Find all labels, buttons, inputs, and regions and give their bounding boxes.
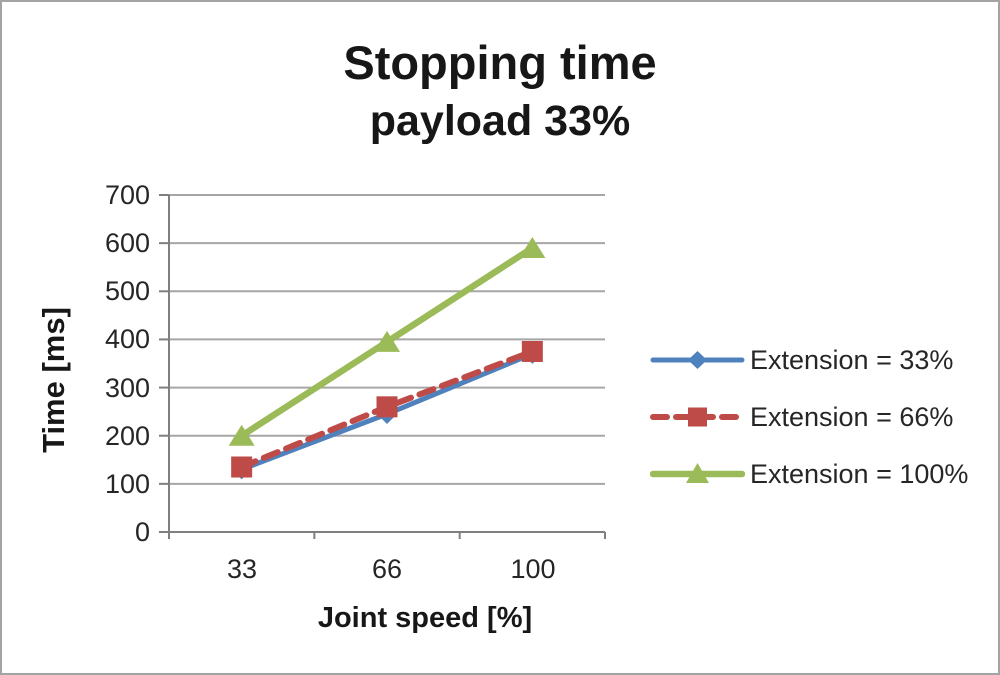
x-tick-label: 66 xyxy=(371,554,403,584)
chart-title: Stopping time xyxy=(343,36,657,89)
x-tick-label: 33 xyxy=(226,554,258,584)
legend-item: Extension = 66% xyxy=(650,400,968,434)
triangle-marker-icon xyxy=(519,236,546,258)
chart-subtitle: payload 33% xyxy=(369,97,631,145)
x-tick-label: 100 xyxy=(510,554,556,584)
y-tick-label: 400 xyxy=(104,324,150,354)
legend-swatch-square-icon xyxy=(650,407,745,427)
diamond-marker-icon xyxy=(688,351,707,369)
y-tick-label: 100 xyxy=(104,469,150,499)
legend-label: Extension = 33% xyxy=(750,344,954,375)
triangle-marker-icon xyxy=(374,330,400,352)
legend-label: Extension = 66% xyxy=(750,401,954,432)
triangle-marker-icon xyxy=(686,463,709,483)
plot-area xyxy=(159,194,606,539)
legend-item: Extension = 33% xyxy=(650,343,968,377)
legend-swatch-diamond-icon xyxy=(650,351,745,369)
chart-title-block: Stopping time payload 33% xyxy=(2,32,998,148)
y-tick-label: 0 xyxy=(134,517,150,547)
legend-swatch-triangle-icon xyxy=(650,463,745,483)
y-tick-label: 200 xyxy=(104,421,150,451)
triangle-marker-icon xyxy=(228,424,255,446)
legend: Extension = 33% Extension = 66% Extensio… xyxy=(650,343,968,514)
square-marker-icon xyxy=(521,340,543,362)
y-tick-label: 700 xyxy=(104,180,150,210)
square-marker-icon xyxy=(231,456,253,478)
y-tick-label: 300 xyxy=(104,373,150,403)
y-tick-label: 500 xyxy=(104,276,150,306)
legend-label: Extension = 100% xyxy=(750,458,969,489)
legend-item: Extension = 100% xyxy=(650,457,968,491)
square-marker-icon xyxy=(688,407,707,427)
y-tick-label: 600 xyxy=(104,228,150,258)
square-marker-icon xyxy=(376,396,398,418)
x-axis-title: Joint speed [%] xyxy=(317,602,533,634)
